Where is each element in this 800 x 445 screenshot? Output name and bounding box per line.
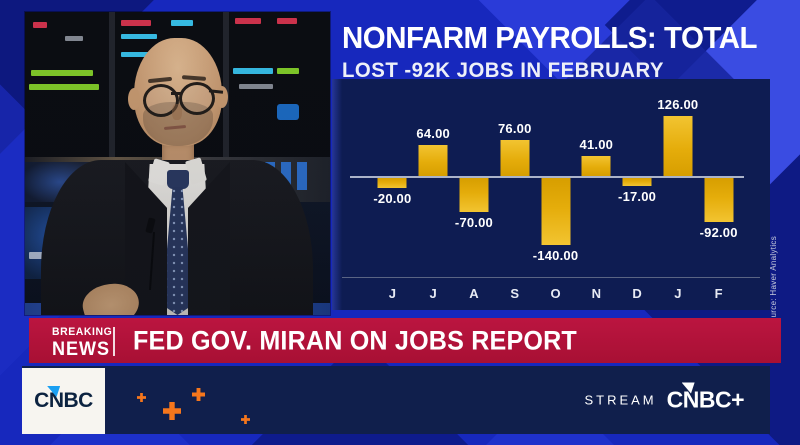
bar bbox=[581, 156, 611, 176]
ticker-text bbox=[33, 22, 47, 28]
bar-value-label: -140.00 bbox=[532, 248, 579, 264]
month-label: F bbox=[714, 286, 723, 301]
bars-area: -20.00 64.00 -70.00 76.00 -140.00 41.00 -17.00… bbox=[372, 79, 739, 277]
bar bbox=[418, 145, 448, 176]
screen-divider bbox=[109, 12, 115, 157]
chart-subtitle: LOST -92K JOBS IN FEBRUARY bbox=[342, 59, 664, 82]
ear-left bbox=[128, 88, 140, 110]
tie-knot bbox=[167, 170, 189, 189]
cnbc-plus-logo: CNBC+ bbox=[666, 382, 745, 414]
kicker-line2: NEWS bbox=[52, 339, 110, 360]
bar bbox=[663, 115, 693, 176]
screen-divider bbox=[223, 12, 229, 157]
cnbc-logo-box: CNBC bbox=[22, 368, 105, 434]
breaking-news-banner: BREAKING NEWS FED GOV. MIRAN ON JOBS REP… bbox=[29, 318, 781, 363]
ticker-text bbox=[121, 52, 149, 57]
bar-slot: -140.00 bbox=[532, 79, 579, 277]
peacock-icon bbox=[47, 386, 61, 397]
plus-icon bbox=[137, 393, 146, 402]
ticker-text bbox=[65, 36, 83, 41]
nyse-logo-screen bbox=[277, 104, 299, 120]
ticker-text bbox=[31, 70, 93, 76]
bar-value-label: 64.00 bbox=[416, 126, 450, 142]
month-label: N bbox=[591, 286, 601, 301]
bar bbox=[377, 178, 407, 188]
ticker-text bbox=[121, 34, 157, 39]
chart-source: Source: Haver Analytics bbox=[769, 236, 778, 328]
ticker-text bbox=[121, 20, 151, 26]
month-label: O bbox=[550, 286, 561, 301]
bar bbox=[704, 178, 734, 223]
bar-slot: -20.00 bbox=[372, 79, 413, 277]
ticker-text bbox=[235, 18, 261, 24]
footer-bar: CNBC STREAM CNBC+ bbox=[22, 366, 770, 434]
bar-slot: -17.00 bbox=[617, 79, 658, 277]
month-label: J bbox=[674, 286, 682, 301]
bar-value-label: -70.00 bbox=[454, 214, 493, 230]
bar-value-label: 126.00 bbox=[657, 96, 699, 112]
video-tint bbox=[25, 12, 330, 315]
breaking-news-kicker: BREAKING NEWS bbox=[52, 326, 115, 360]
chart-title: NONFARM PAYROLLS: TOTAL bbox=[342, 20, 758, 55]
bar-value-label: -20.00 bbox=[373, 190, 412, 206]
ticker-text bbox=[29, 84, 99, 90]
cnbc-plus-wordmark: CNBC+ bbox=[666, 386, 745, 413]
plus-icon bbox=[192, 388, 205, 401]
peacock-icon bbox=[681, 382, 695, 394]
glasses-bridge bbox=[171, 92, 181, 95]
bar-slot: 76.00 bbox=[494, 79, 535, 277]
bar bbox=[459, 178, 489, 212]
bar bbox=[541, 178, 571, 246]
stream-promo: STREAM CNBC+ bbox=[584, 382, 745, 414]
month-label: S bbox=[510, 286, 520, 301]
banner-divider bbox=[113, 327, 115, 356]
banner-headline: FED GOV. MIRAN ON JOBS REPORT bbox=[133, 325, 577, 355]
nose-shadow bbox=[172, 104, 182, 120]
bar-slot: 41.00 bbox=[576, 79, 617, 277]
bar bbox=[500, 139, 530, 176]
month-label: J bbox=[429, 286, 437, 301]
glasses-lens-left bbox=[143, 84, 179, 117]
month-label: D bbox=[632, 286, 642, 301]
kicker-line1: BREAKING bbox=[52, 326, 113, 338]
bar-value-label: -92.00 bbox=[699, 225, 738, 241]
payrolls-bar-chart: -20.00 64.00 -70.00 76.00 -140.00 41.00 -17.00… bbox=[332, 79, 770, 310]
glasses-lens-right bbox=[179, 82, 215, 115]
ticker-text bbox=[233, 68, 273, 74]
chart-headline-block: NONFARM PAYROLLS: TOTAL LOST -92K JOBS I… bbox=[342, 20, 779, 83]
zero-baseline bbox=[350, 176, 744, 178]
bar-value-label: -17.00 bbox=[618, 189, 657, 205]
month-axis-line bbox=[342, 277, 760, 278]
bar bbox=[622, 178, 652, 187]
bar-slot: 64.00 bbox=[413, 79, 454, 277]
bar-slot: 126.00 bbox=[657, 79, 698, 277]
ticker-text bbox=[239, 84, 273, 89]
cnbc-wordmark: CNBC bbox=[34, 389, 93, 412]
cnbc-logo: CNBC bbox=[34, 386, 93, 413]
ticker-text bbox=[277, 18, 297, 24]
ticker-text bbox=[171, 20, 193, 26]
plus-icon bbox=[163, 402, 181, 420]
stream-label: STREAM bbox=[584, 392, 657, 408]
ticker-text bbox=[277, 68, 299, 74]
bar-slot: -70.00 bbox=[454, 79, 495, 277]
guest-video bbox=[25, 12, 330, 315]
bar-value-label: 76.00 bbox=[497, 120, 532, 136]
month-label: A bbox=[469, 286, 479, 301]
plus-icon bbox=[241, 415, 250, 424]
bar-value-label: 41.00 bbox=[579, 137, 614, 153]
bar-slot: -92.00 bbox=[698, 79, 739, 277]
month-label: J bbox=[388, 286, 396, 301]
